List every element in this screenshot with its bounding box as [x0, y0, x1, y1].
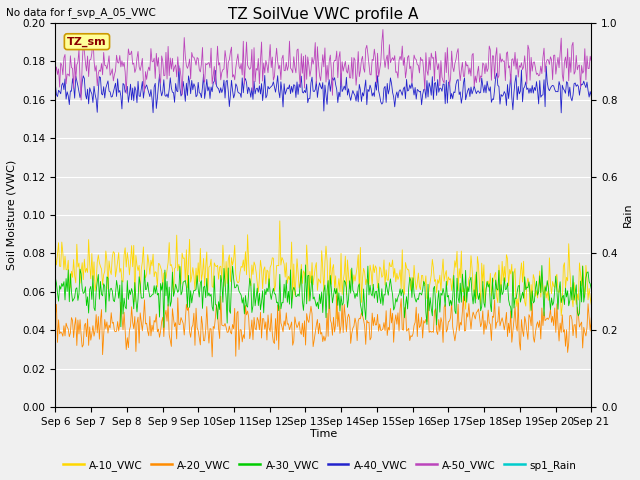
Text: No data for f_svp_A_05_VWC: No data for f_svp_A_05_VWC	[6, 7, 156, 18]
Text: TZ_sm: TZ_sm	[67, 36, 107, 47]
Legend: A-10_VWC, A-20_VWC, A-30_VWC, A-40_VWC, A-50_VWC, sp1_Rain: A-10_VWC, A-20_VWC, A-30_VWC, A-40_VWC, …	[59, 456, 581, 475]
Y-axis label: Rain: Rain	[623, 203, 633, 228]
Title: TZ SoilVue VWC profile A: TZ SoilVue VWC profile A	[228, 7, 419, 22]
X-axis label: Time: Time	[310, 430, 337, 440]
Y-axis label: Soil Moisture (VWC): Soil Moisture (VWC)	[7, 160, 17, 270]
